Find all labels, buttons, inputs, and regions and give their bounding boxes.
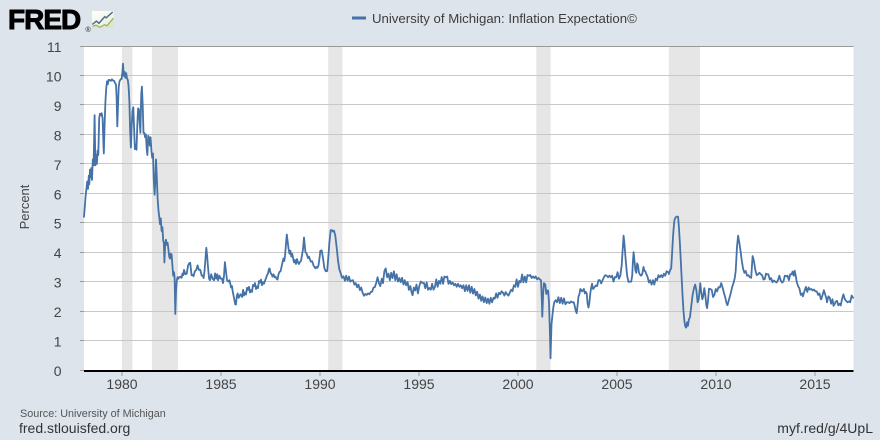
svg-text:2015: 2015 — [799, 376, 830, 392]
svg-text:9: 9 — [54, 98, 62, 114]
svg-text:2000: 2000 — [502, 376, 533, 392]
svg-text:8: 8 — [54, 127, 62, 143]
svg-text:2005: 2005 — [601, 376, 632, 392]
svg-text:fred.stlouisfed.org: fred.stlouisfed.org — [19, 420, 130, 436]
svg-text:myf.red/g/4UpL: myf.red/g/4UpL — [777, 420, 873, 436]
svg-text:2: 2 — [54, 304, 62, 320]
svg-text:University of Michigan: Inflat: University of Michigan: Inflation Expect… — [372, 11, 637, 26]
svg-text:FRED: FRED — [8, 4, 81, 35]
svg-text:11: 11 — [47, 39, 62, 55]
svg-text:3: 3 — [54, 275, 62, 291]
svg-text:1990: 1990 — [304, 376, 335, 392]
svg-text:Source: University of Michigan: Source: University of Michigan — [20, 408, 166, 420]
svg-text:1985: 1985 — [205, 376, 236, 392]
svg-text:1: 1 — [54, 334, 62, 350]
svg-text:1995: 1995 — [403, 376, 434, 392]
svg-text:5: 5 — [54, 216, 62, 232]
svg-text:2010: 2010 — [700, 376, 731, 392]
svg-text:4: 4 — [54, 245, 62, 261]
svg-text:Percent: Percent — [17, 184, 32, 229]
svg-text:7: 7 — [54, 157, 62, 173]
svg-text:®: ® — [86, 26, 92, 34]
svg-text:0: 0 — [54, 363, 62, 379]
svg-text:6: 6 — [54, 186, 62, 202]
svg-text:1980: 1980 — [106, 376, 137, 392]
svg-text:10: 10 — [46, 68, 62, 84]
